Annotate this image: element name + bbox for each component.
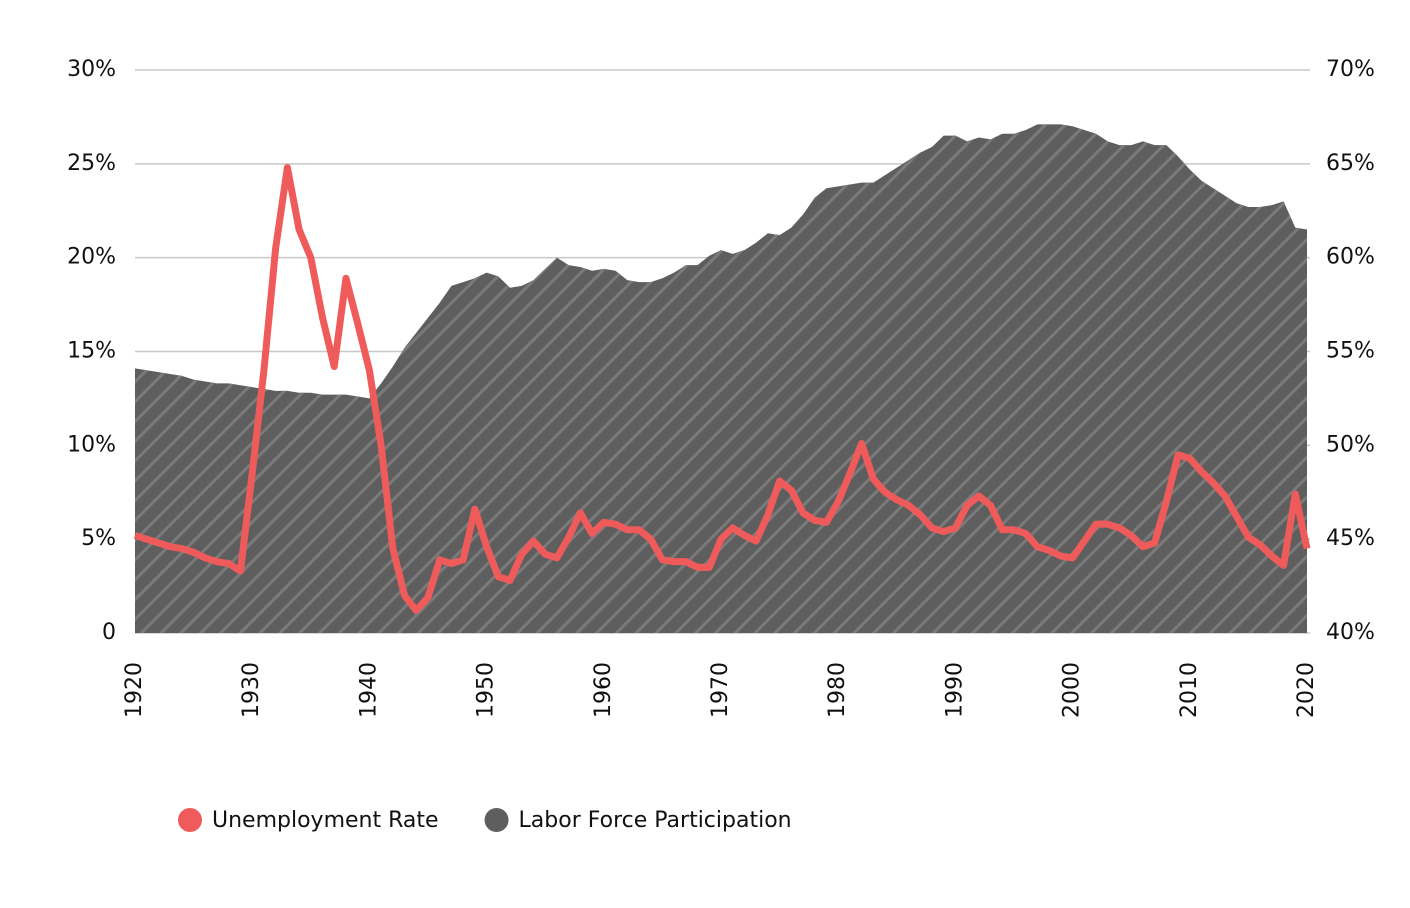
legend-swatch (178, 808, 202, 832)
x-tick-label: 1990 (942, 662, 967, 718)
y-tick-label: 10% (67, 432, 116, 457)
y2-tick-label: 60% (1326, 245, 1375, 270)
y2-tick-label: 45% (1326, 526, 1375, 551)
line (133, 164, 1311, 614)
y-tick-label: 5% (81, 526, 116, 551)
x-tick-label: 1930 (239, 662, 264, 718)
legend-label: Unemployment Rate (212, 808, 439, 833)
x-tick-label: 1970 (708, 662, 733, 718)
y-tick-label: 0 (102, 620, 116, 645)
x-tick-label: 1920 (122, 662, 147, 718)
x-tick-label: 2020 (1294, 662, 1319, 718)
y-tick-label: 20% (67, 245, 116, 270)
x-tick-label: 1940 (356, 662, 381, 718)
y2-tick-label: 55% (1326, 339, 1375, 364)
legend-label: Labor Force Participation (519, 808, 792, 833)
y2-tick-label: 40% (1326, 620, 1375, 645)
area-hatch (135, 124, 1307, 633)
x-tick-label: 2000 (1060, 662, 1085, 718)
y2-tick-label: 65% (1326, 151, 1375, 176)
x-tick-label: 1950 (474, 662, 499, 718)
x-tick-label: 2010 (1177, 662, 1202, 718)
y2-tick-label: 50% (1326, 432, 1375, 457)
x-tick-label: 1960 (591, 662, 616, 718)
y2-tick-label: 70% (1326, 57, 1375, 82)
legend-swatch (484, 808, 509, 832)
x-tick-label: 1980 (825, 662, 850, 718)
y-tick-label: 25% (67, 151, 116, 176)
y-tick-label: 15% (67, 339, 116, 364)
y-tick-label: 30% (67, 57, 116, 82)
